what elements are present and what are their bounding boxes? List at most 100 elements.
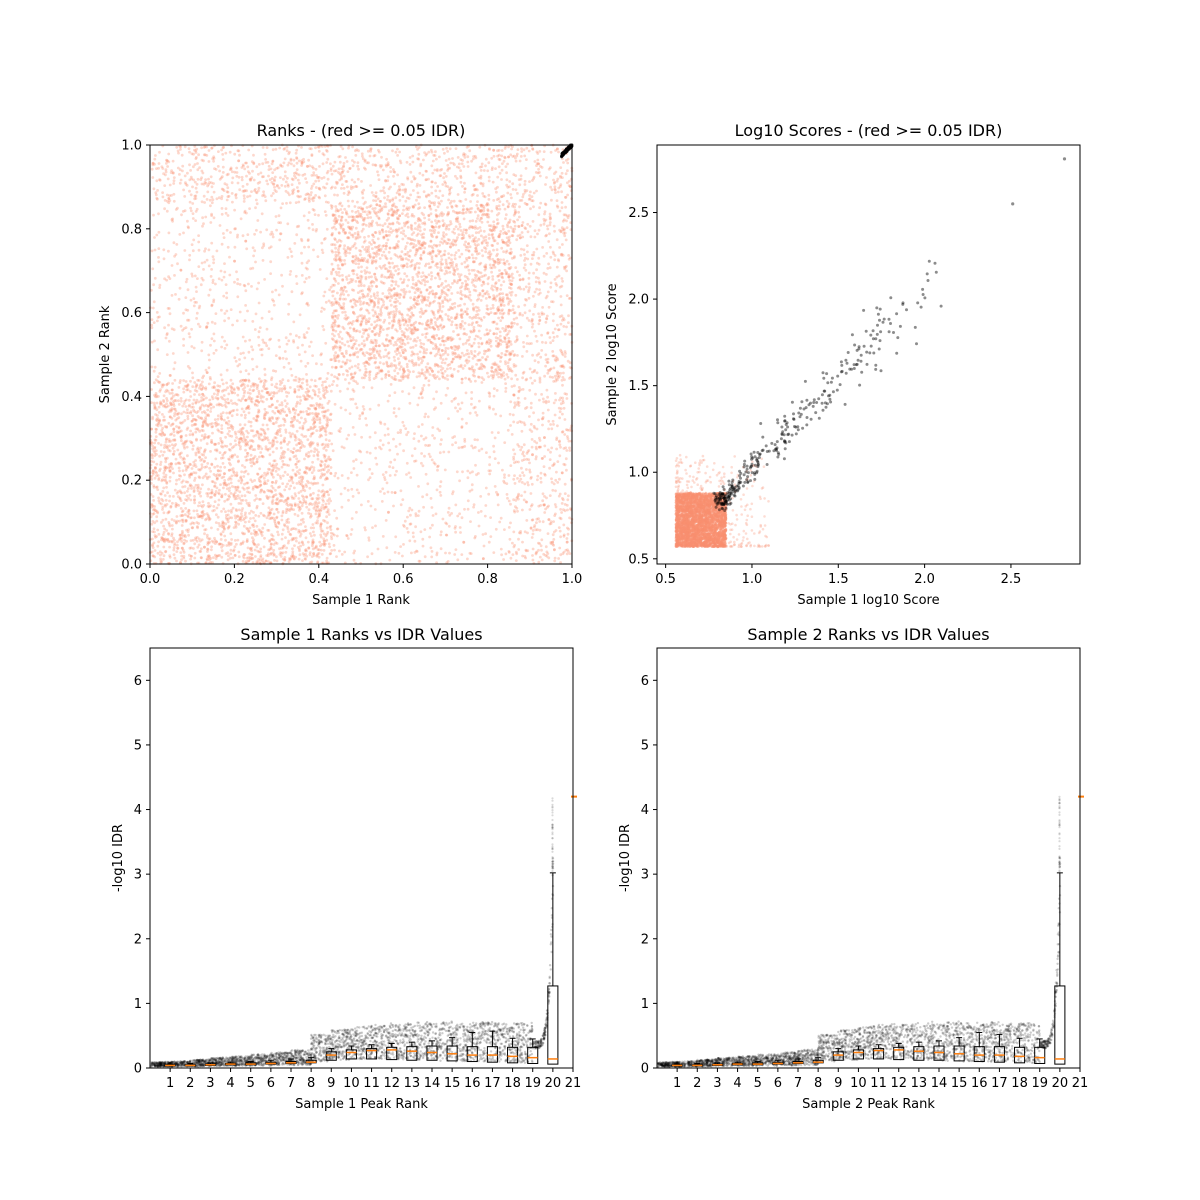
failing-peak-point [165,397,169,400]
failing-peak-point [183,440,187,443]
failing-peak-point [171,501,174,505]
failing-peak-point [181,469,185,473]
failing-peak-point [280,532,284,536]
failing-peak-point [325,556,329,560]
failing-peak-point [243,517,246,520]
failing-peak-point [463,287,467,291]
failing-peak-point [379,369,383,373]
failing-peak-point [164,550,168,553]
failing-peak-point [328,545,331,549]
failing-peak-point [451,375,454,378]
failing-peak-point [189,483,192,487]
failing-peak-point [429,239,433,243]
failing-peak-point [360,256,364,260]
failing-peak-point [385,257,389,261]
failing-peak-point [371,233,374,237]
failing-peak-point [227,448,231,451]
failing-peak-point [385,244,388,248]
failing-peak-point [502,250,505,254]
failing-peak-point [251,429,255,433]
failing-peak-point [232,493,236,496]
failing-peak-point [367,247,370,251]
failing-peak-point [162,545,166,549]
failing-peak-point [315,418,319,421]
failing-peak-point [290,478,294,482]
failing-peak-point [340,342,344,345]
failing-peak-point [356,366,360,370]
failing-peak-point [229,442,233,446]
failing-peak-point [205,465,209,469]
failing-peak-point [368,271,371,275]
failing-peak-point [311,431,315,435]
failing-peak-point [488,348,491,352]
failing-peak-point [385,296,389,300]
failing-peak-point [256,411,260,414]
failing-peak-point [258,455,261,459]
failing-peak-point [453,302,457,305]
failing-peak-point [338,340,342,344]
failing-peak-point [418,247,422,250]
failing-peak-point [297,480,301,483]
failing-peak-point [378,204,382,208]
failing-peak-point [197,504,200,508]
failing-peak-point [322,414,325,418]
failing-peak-point [508,218,512,222]
failing-peak-point [507,336,511,340]
failing-peak-point [177,411,181,415]
failing-peak-point [229,552,233,556]
failing-peak-point [285,413,289,417]
failing-peak-point [362,284,366,288]
failing-peak-point [293,417,297,421]
failing-peak-point [440,336,444,340]
failing-peak-point [329,412,333,416]
failing-peak-point [437,252,441,256]
failing-peak-point [220,549,224,553]
failing-peak-point [224,516,228,520]
failing-peak-point [212,392,216,396]
failing-peak-point [293,503,297,507]
failing-peak-point [339,208,343,211]
failing-peak-point [469,298,473,302]
failing-peak-point [312,506,316,510]
failing-peak-point [461,231,465,234]
failing-peak-point [350,259,354,263]
failing-peak-point [265,496,269,500]
failing-peak-point [199,494,203,498]
failing-peak-point [361,207,365,211]
failing-peak-point [306,428,310,432]
failing-peak-point [434,276,437,280]
failing-peak-point [455,326,459,330]
failing-peak-point [474,231,478,235]
failing-peak-point [168,475,172,479]
failing-peak-point [173,412,177,415]
failing-peak-point [198,393,201,397]
failing-peak-point [204,416,208,420]
failing-peak-point [216,464,219,468]
failing-peak-point [287,521,291,524]
failing-peak-point [271,551,275,555]
failing-peak-point [166,491,170,495]
failing-peak-point [246,406,250,410]
failing-peak-point [156,528,160,532]
failing-peak-point [212,405,216,409]
failing-peak-point [322,386,325,390]
failing-peak-point [411,276,415,279]
failing-peak-point [184,468,188,472]
failing-peak-point [359,308,362,312]
failing-peak-point [213,465,217,469]
failing-peak-point [441,305,445,308]
failing-peak-point [472,260,475,264]
failing-peak-point [506,361,510,365]
failing-peak-point [165,485,168,489]
failing-peak-point [260,455,264,458]
failing-peak-point [493,320,496,324]
failing-peak-point [160,521,163,524]
failing-peak-point [223,481,227,485]
failing-peak-point [424,332,428,336]
failing-peak-point [153,441,157,445]
failing-peak-point [209,403,212,407]
failing-peak-point [501,292,505,295]
failing-peak-point [458,222,462,226]
failing-peak-point [288,386,292,389]
failing-peak-point [425,303,428,307]
